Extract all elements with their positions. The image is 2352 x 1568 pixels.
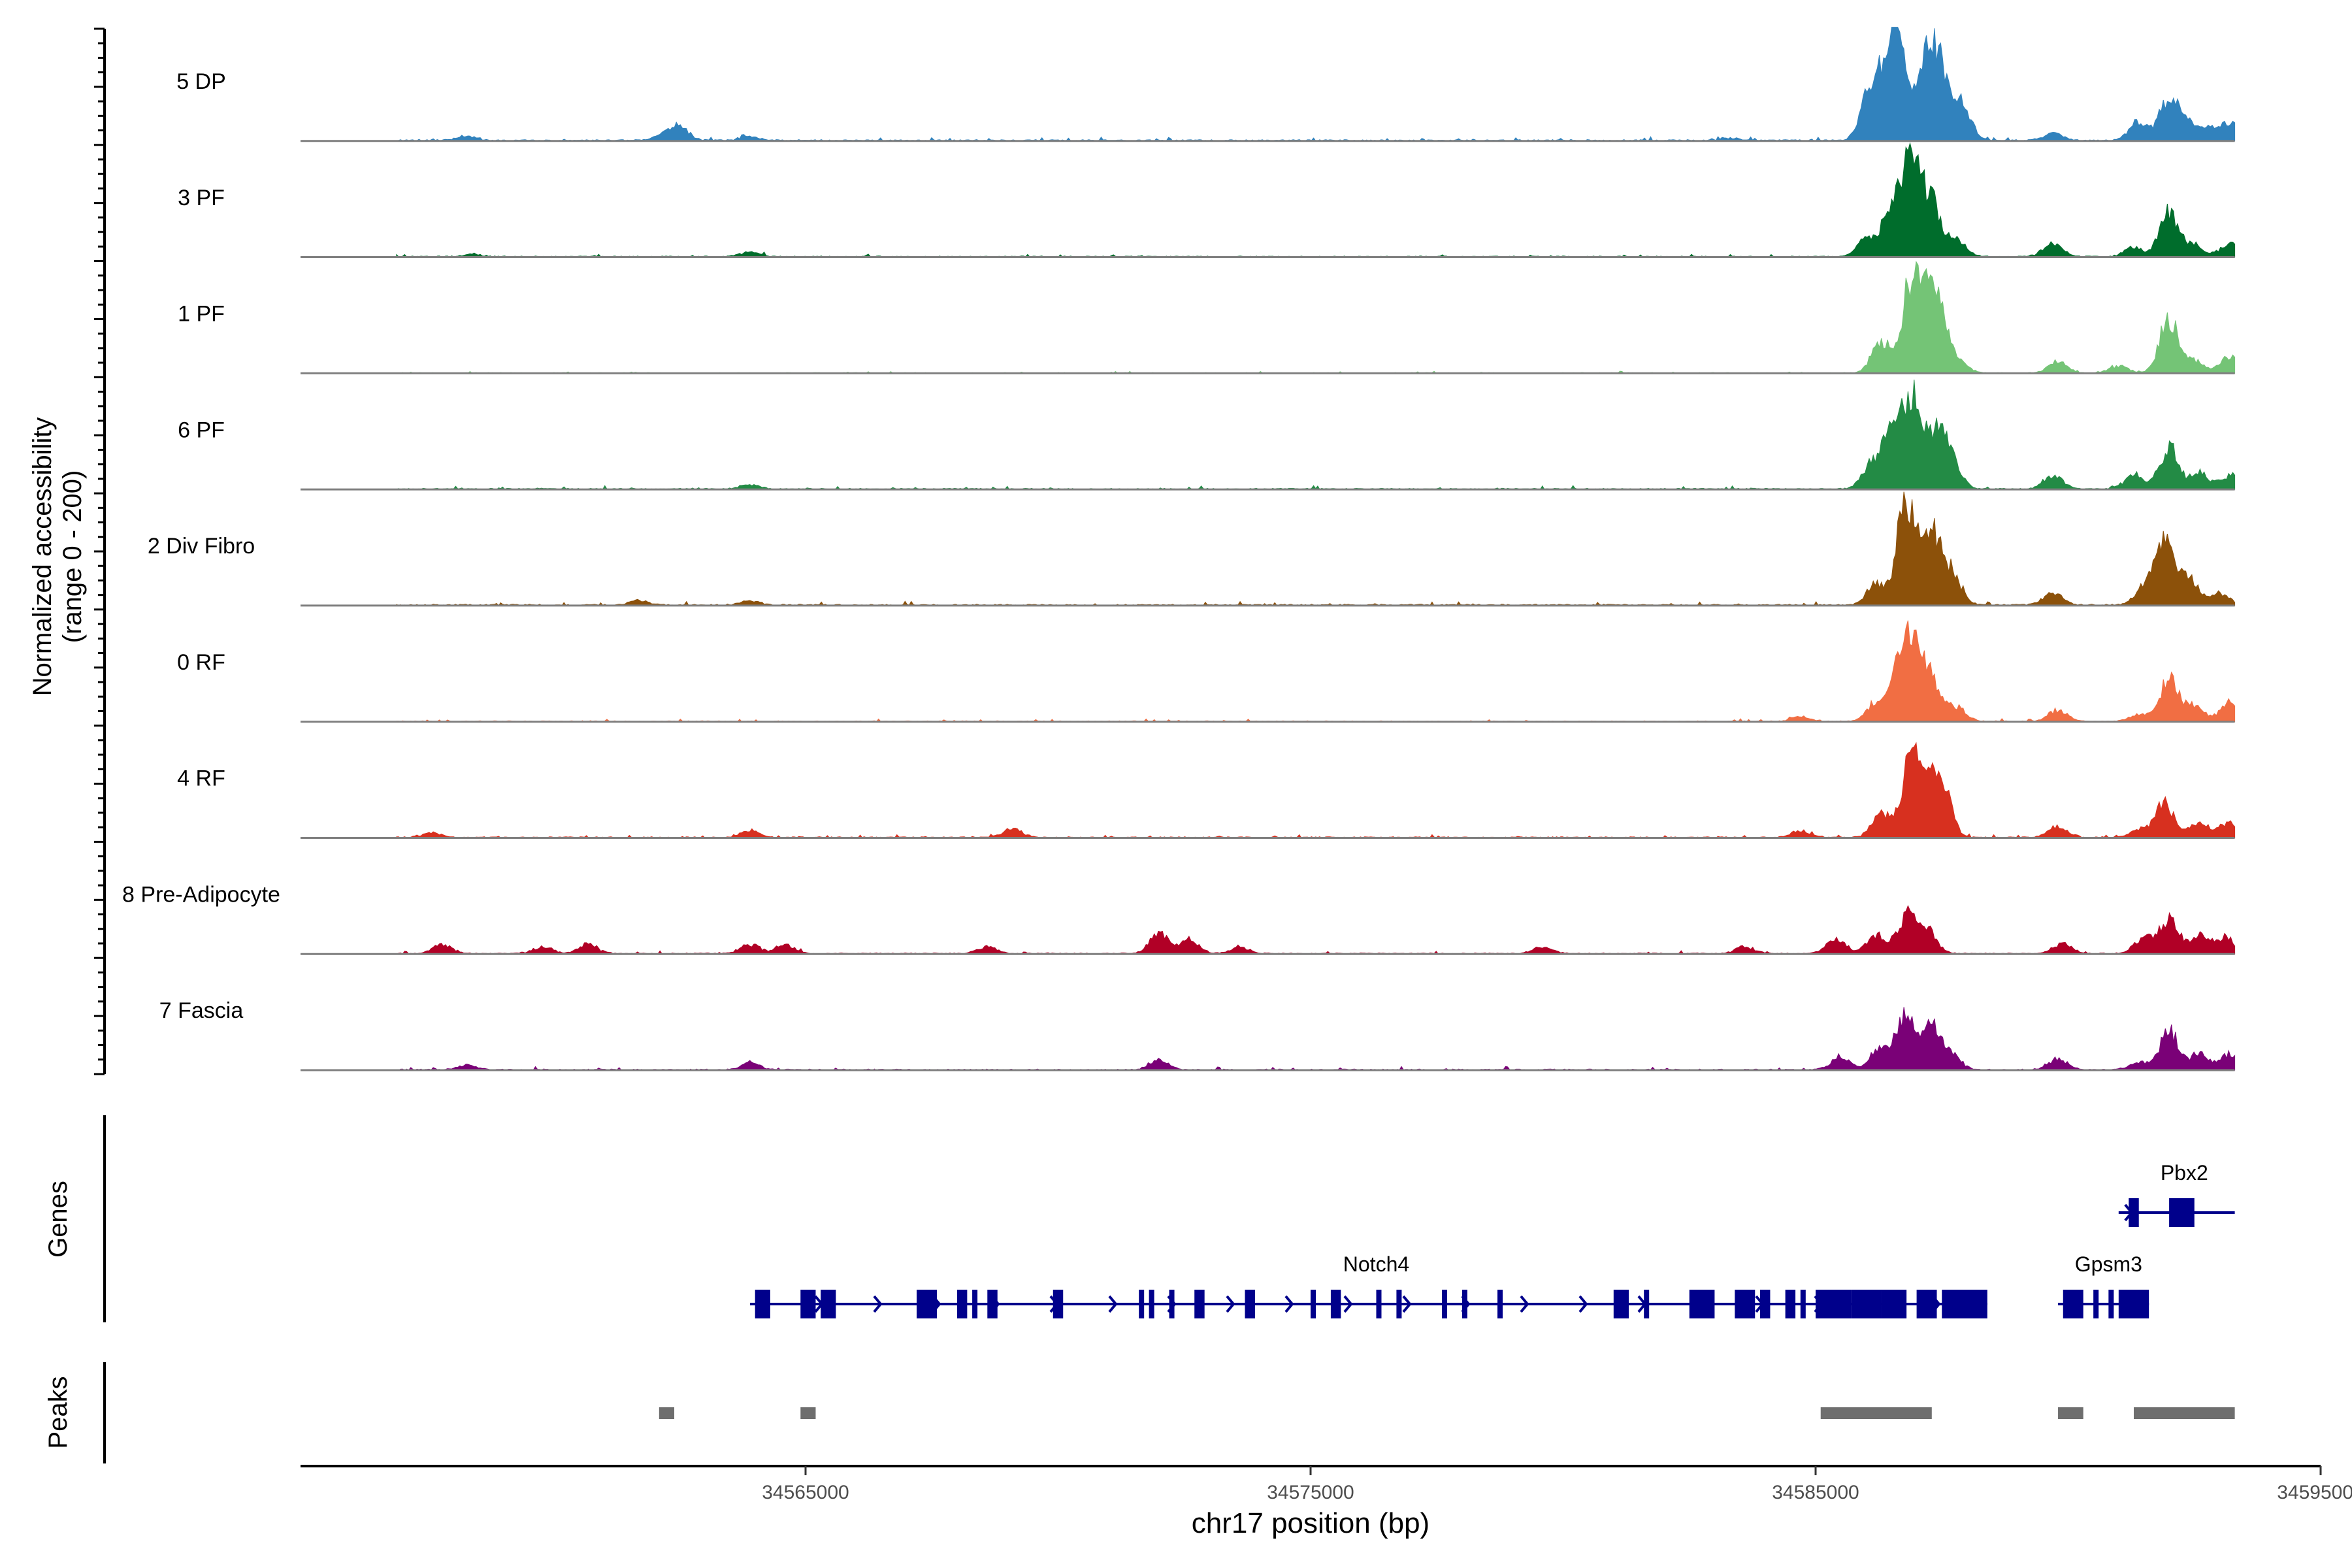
strand-arrow	[1520, 1295, 1529, 1313]
exon	[2108, 1290, 2114, 1318]
x-tick-label: 34585000	[1772, 1482, 1859, 1503]
exon	[1942, 1290, 1987, 1318]
peaks-label: Peaks	[44, 1376, 73, 1448]
peaks-track	[659, 1407, 2235, 1419]
peak-region	[2058, 1407, 2083, 1419]
strand-arrow	[1108, 1295, 1118, 1313]
exon	[1851, 1290, 1882, 1318]
exon	[2129, 1198, 2139, 1227]
peak-region	[800, 1407, 816, 1419]
exon	[1689, 1290, 1715, 1318]
exon	[1497, 1290, 1503, 1318]
coverage-area	[396, 491, 2236, 606]
exon	[1330, 1290, 1341, 1318]
coverage-area	[396, 1007, 2236, 1071]
coverage-area	[396, 620, 2236, 723]
x-tick-label: 34575000	[1267, 1482, 1354, 1503]
exon	[1644, 1290, 1650, 1318]
exon	[821, 1290, 836, 1318]
exon	[2169, 1198, 2195, 1227]
track-label: 3 PF	[178, 186, 225, 210]
strand-arrow	[873, 1295, 883, 1313]
track-label: 7 Fascia	[159, 998, 244, 1023]
track-5-dp: 5 DP	[176, 27, 2236, 142]
exon	[1169, 1290, 1175, 1318]
gene-annotation-track: Pbx2 Notch4 Gpsm3	[749, 1161, 2235, 1318]
exon	[1816, 1290, 1852, 1318]
exon	[972, 1290, 978, 1318]
coverage-area	[396, 905, 2236, 955]
peak-region	[1820, 1407, 1932, 1419]
coverage-area	[396, 27, 2236, 142]
track-label: 2 Div Fibro	[148, 534, 255, 559]
strand-arrow	[1578, 1295, 1588, 1313]
track-8-pre-adipocyte: 8 Pre-Adipocyte	[122, 882, 2236, 955]
exon	[1759, 1290, 1771, 1318]
coverage-y-axis	[94, 27, 106, 1075]
coverage-area	[396, 261, 2236, 374]
x-axis-ticks: 34565000 34575000 34585000 34595000	[762, 1466, 2352, 1503]
track-3-pf: 3 PF	[178, 142, 2236, 259]
gene-notch4: Notch4	[749, 1252, 1987, 1318]
exon	[956, 1290, 968, 1318]
exon	[1149, 1290, 1154, 1318]
gene-label: Gpsm3	[2075, 1252, 2142, 1276]
strand-arrow	[1402, 1295, 1412, 1313]
gene-gpsm3: Gpsm3	[2058, 1252, 2149, 1318]
peak-region	[2133, 1407, 2235, 1419]
exon	[1194, 1290, 1205, 1318]
track-label: 6 PF	[178, 417, 225, 442]
exon	[987, 1290, 998, 1318]
x-tick-label: 34595000	[2277, 1482, 2352, 1503]
exon	[1735, 1290, 1756, 1318]
exon	[1396, 1290, 1402, 1318]
track-7-fascia: 7 Fascia	[159, 998, 2236, 1071]
exon	[1053, 1290, 1064, 1318]
exon	[2093, 1290, 2099, 1318]
exon	[1441, 1290, 1447, 1318]
strand-arrow	[1284, 1295, 1294, 1313]
exon	[2118, 1290, 2149, 1318]
exon	[1916, 1290, 1937, 1318]
track-label: 8 Pre-Adipocyte	[122, 882, 280, 907]
track-label: 4 RF	[177, 766, 225, 791]
coverage-area	[396, 142, 2236, 258]
x-axis-label: chr17 position (bp)	[1192, 1507, 1429, 1539]
exon	[917, 1290, 937, 1318]
exon	[1785, 1290, 1796, 1318]
track-4-rf: 4 RF	[177, 742, 2236, 839]
track-1-pf: 1 PF	[178, 261, 2236, 374]
coverage-tracks: 5 DP 3 PF 1 PF 6 PF 2 Div Fibro 0 RF 4 RF 8 Pre…	[122, 27, 2236, 1071]
exon	[755, 1290, 770, 1318]
x-tick-label: 34565000	[762, 1482, 849, 1503]
coverage-area	[396, 380, 2236, 490]
exon	[1245, 1290, 1255, 1318]
coverage-y-axis-label-line2: (range 0 - 200)	[58, 470, 87, 644]
track-label: 1 PF	[178, 302, 225, 327]
gene-label: Pbx2	[2161, 1161, 2208, 1184]
exon	[1462, 1290, 1467, 1318]
exon	[1881, 1290, 1907, 1318]
strand-arrow	[1226, 1295, 1235, 1313]
strand-arrow	[1343, 1295, 1353, 1313]
exon	[1376, 1290, 1382, 1318]
peak-region	[659, 1407, 675, 1419]
gene-pbx2: Pbx2	[2118, 1161, 2235, 1227]
coverage-area	[396, 742, 2236, 838]
gene-label: Notch4	[1343, 1252, 1409, 1276]
exon	[1311, 1290, 1316, 1318]
coverage-y-axis-label-line1: Normalized accessibility	[28, 417, 57, 696]
genes-label: Genes	[44, 1181, 73, 1258]
exon	[2063, 1290, 2083, 1318]
track-label: 5 DP	[176, 69, 226, 94]
track-2-div-fibro: 2 Div Fibro	[148, 491, 2236, 607]
track-6-pf: 6 PF	[178, 380, 2236, 491]
exon	[1613, 1290, 1629, 1318]
exon	[1139, 1290, 1145, 1318]
exon	[800, 1290, 816, 1318]
exon	[1800, 1290, 1806, 1318]
track-0-rf: 0 RF	[177, 620, 2236, 723]
track-label: 0 RF	[177, 650, 225, 675]
